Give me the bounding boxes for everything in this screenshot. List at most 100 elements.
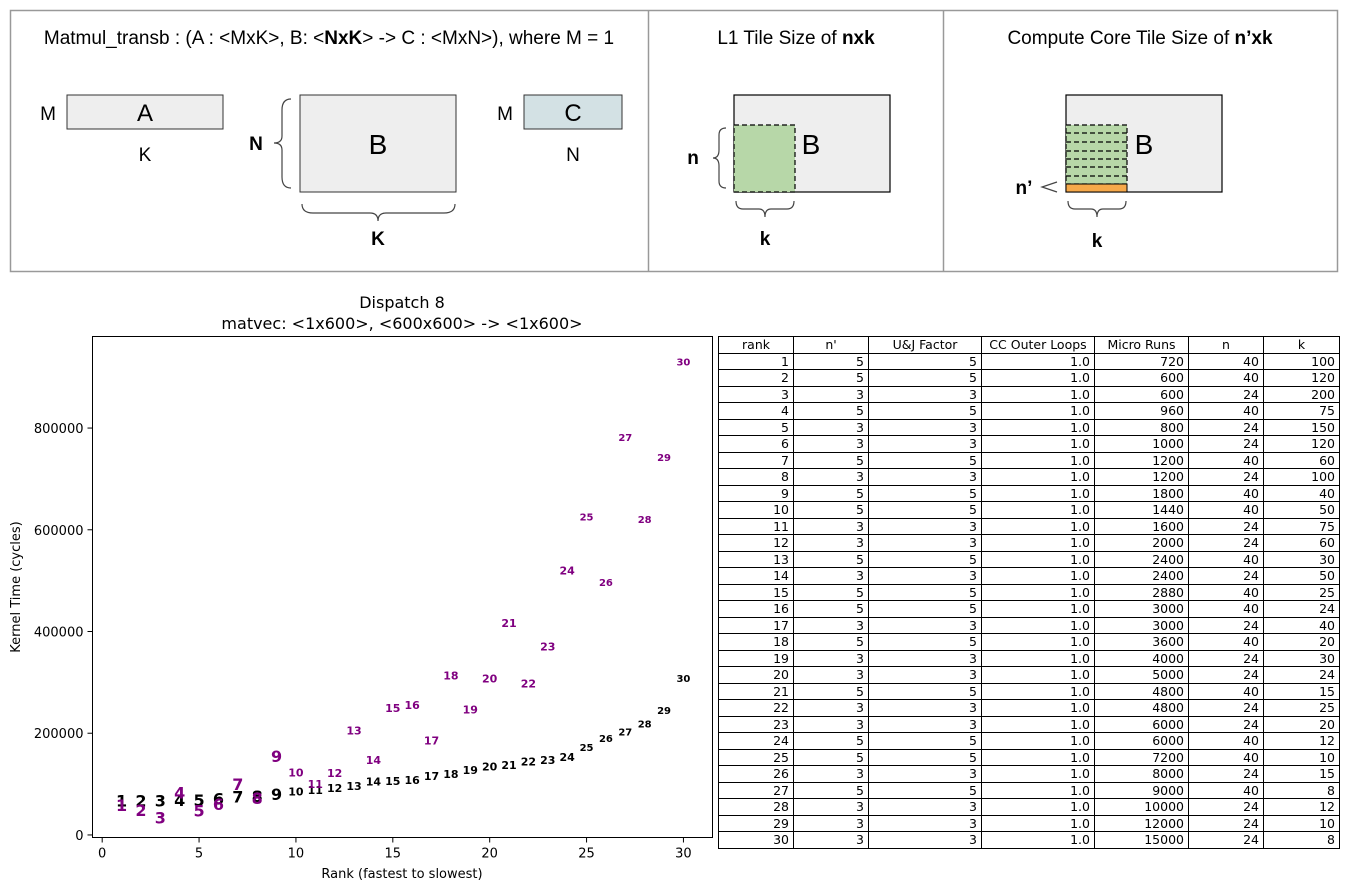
table-cell: 3 bbox=[868, 418, 982, 436]
table-cell: 40 bbox=[1188, 748, 1264, 766]
table-cell: 4800 bbox=[1094, 699, 1189, 717]
table-row: 8 3 3 1.0 1200 24 100 bbox=[718, 468, 1340, 486]
table-cell: 1.0 bbox=[981, 484, 1095, 502]
table-cell: 3 bbox=[793, 649, 869, 667]
panel1-title: Matmul_transb : (A : <MxK>, B: <NxK> -> … bbox=[44, 28, 614, 49]
data-point: 2 bbox=[135, 801, 146, 820]
table-cell: 1.0 bbox=[981, 798, 1095, 816]
data-point: 17 bbox=[424, 770, 439, 783]
cc-tile-stack bbox=[1065, 124, 1128, 185]
table-cell: 3 bbox=[868, 649, 982, 667]
data-point: 9 bbox=[271, 747, 282, 766]
table-row: 20 3 3 1.0 5000 24 24 bbox=[718, 666, 1340, 684]
table-cell: 11 bbox=[718, 517, 794, 535]
table-cell: 5 bbox=[868, 550, 982, 568]
cc-tile-cols: k bbox=[1092, 231, 1103, 252]
table-cell: 12 bbox=[1263, 798, 1340, 816]
cc-core-tile bbox=[1065, 183, 1128, 193]
table-cell: 3 bbox=[793, 567, 869, 585]
table-cell: 24 bbox=[1188, 699, 1264, 717]
table-cell: 30 bbox=[1263, 649, 1340, 667]
x-tick-label: 20 bbox=[481, 847, 498, 862]
diagram-frame bbox=[9, 9, 1339, 273]
table-cell: 40 bbox=[1188, 369, 1264, 387]
table-cell: 1000 bbox=[1094, 435, 1189, 453]
table-cell: 800 bbox=[1094, 418, 1189, 436]
table-cell: 3 bbox=[793, 765, 869, 783]
table-cell: 24 bbox=[1188, 814, 1264, 832]
table-row: 17 3 3 1.0 3000 24 40 bbox=[718, 616, 1340, 634]
table-cell: 24 bbox=[1188, 468, 1264, 486]
table-cell: 15 bbox=[718, 583, 794, 601]
data-point: 10 bbox=[288, 766, 304, 779]
table-cell: 5 bbox=[793, 748, 869, 766]
y-tick-label: 0 bbox=[75, 829, 83, 844]
table-cell: 1800 bbox=[1094, 484, 1189, 502]
table-cell: 1.0 bbox=[981, 600, 1095, 618]
table-row: 7 5 5 1.0 1200 40 60 bbox=[718, 451, 1340, 469]
table-row: 16 5 5 1.0 3000 40 24 bbox=[718, 600, 1340, 618]
table-cell: 27 bbox=[718, 781, 794, 799]
table-cell: 26 bbox=[718, 765, 794, 783]
x-tick-label: 25 bbox=[578, 847, 595, 862]
l1-tile-cols: k bbox=[760, 229, 771, 250]
table-cell: 22 bbox=[718, 699, 794, 717]
table-cell: 5 bbox=[868, 402, 982, 420]
data-point: 29 bbox=[657, 706, 671, 717]
table-row: 29 3 3 1.0 12000 24 10 bbox=[718, 814, 1340, 832]
table-row: 19 3 3 1.0 4000 24 30 bbox=[718, 649, 1340, 667]
brace-left-icon bbox=[273, 98, 292, 189]
table-cell: 10 bbox=[1263, 814, 1340, 832]
y-tick-label: 600000 bbox=[34, 524, 84, 539]
table-cell: 3 bbox=[868, 715, 982, 733]
table-cell: 9 bbox=[718, 484, 794, 502]
table-cell: 13 bbox=[718, 550, 794, 568]
cc-tile-rows: n’ bbox=[1016, 178, 1033, 199]
table-cell: 23 bbox=[718, 715, 794, 733]
table-cell: 40 bbox=[1263, 616, 1340, 634]
table-cell: 1.0 bbox=[981, 435, 1095, 453]
x-axis-label: Rank (fastest to slowest) bbox=[321, 867, 482, 882]
table-cell: 15 bbox=[1263, 765, 1340, 783]
table-cell: 5 bbox=[793, 369, 869, 387]
table-row: 30 3 3 1.0 15000 24 8 bbox=[718, 831, 1340, 849]
table-cell: 24 bbox=[1263, 600, 1340, 618]
table-cell: 6000 bbox=[1094, 715, 1189, 733]
matrix-c bbox=[523, 94, 623, 130]
table-cell: 3 bbox=[793, 699, 869, 717]
table-cell: 40 bbox=[1188, 732, 1264, 750]
table-cell: 3 bbox=[793, 468, 869, 486]
table-cell: 20 bbox=[1263, 633, 1340, 651]
kernel-time-chart: Dispatch 8 matvec: <1x600>, <600x600> ->… bbox=[9, 293, 713, 882]
table-cell: 24 bbox=[1188, 831, 1264, 849]
table-cell: 40 bbox=[1188, 451, 1264, 469]
column-header: n bbox=[1188, 336, 1264, 354]
table-cell: 1.0 bbox=[981, 814, 1095, 832]
data-point: 23 bbox=[540, 641, 555, 654]
table-cell: 3 bbox=[793, 798, 869, 816]
table-row: 27 5 5 1.0 9000 40 8 bbox=[718, 781, 1340, 799]
table-cell: 1.0 bbox=[981, 699, 1095, 717]
table-cell: 12 bbox=[1263, 732, 1340, 750]
table-row: 1 5 5 1.0 720 40 100 bbox=[718, 352, 1340, 370]
table-cell: 1.0 bbox=[981, 550, 1095, 568]
table-cell: 5 bbox=[718, 418, 794, 436]
matrix-b-label: B bbox=[369, 129, 388, 160]
table-row: 6 3 3 1.0 1000 24 120 bbox=[718, 435, 1340, 453]
table-cell: 5 bbox=[868, 583, 982, 601]
table-cell: 3 bbox=[793, 616, 869, 634]
matrix-a-cols: K bbox=[139, 145, 152, 166]
table-cell: 10000 bbox=[1094, 798, 1189, 816]
column-header: rank bbox=[718, 336, 794, 354]
table-cell: 1.0 bbox=[981, 765, 1095, 783]
table-cell: 12 bbox=[718, 534, 794, 552]
table-row: 25 5 5 1.0 7200 40 10 bbox=[718, 748, 1340, 766]
data-point: 24 bbox=[560, 564, 576, 577]
table-cell: 2 bbox=[718, 369, 794, 387]
matrix-b-rows: N bbox=[249, 134, 263, 155]
data-point: 7 bbox=[232, 788, 243, 807]
table-row: 18 5 5 1.0 3600 40 20 bbox=[718, 633, 1340, 651]
matrix-a-label: A bbox=[137, 100, 153, 127]
table-cell: 120 bbox=[1263, 435, 1340, 453]
table-cell: 24 bbox=[1188, 798, 1264, 816]
